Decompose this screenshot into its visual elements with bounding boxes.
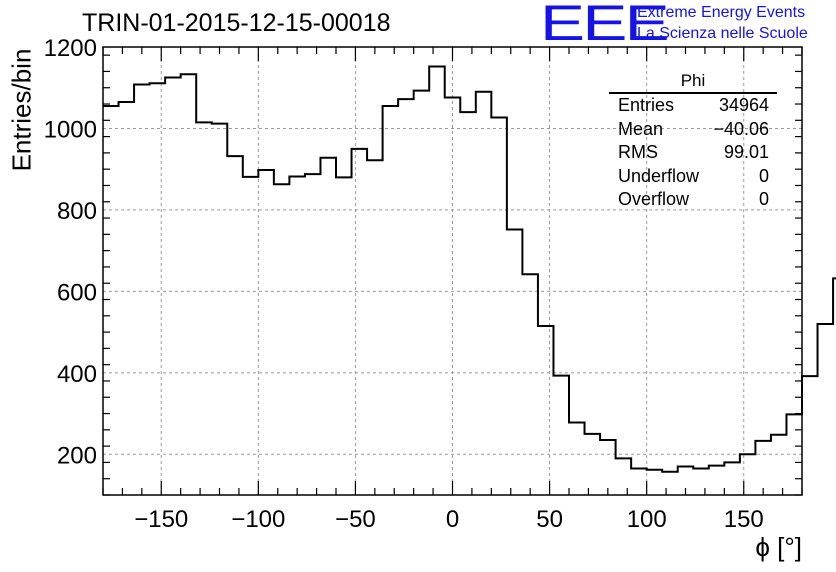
stats-label: RMS [618, 142, 658, 162]
stats-value: 0 [758, 165, 769, 186]
y-axis-label: Entries/bin [6, 48, 37, 172]
x-axis-label: ϕ [°] [755, 532, 802, 562]
axis-ticks [102, 47, 803, 496]
x-tick-label: 100 [627, 506, 667, 533]
stats-label: Underflow [618, 165, 700, 186]
logo-line-2: La Scienza nelle Scuole [637, 25, 808, 42]
y-tick-label: 600 [57, 279, 97, 306]
page-title: TRIN-01-2015-12-15-00018 [82, 9, 391, 37]
y-tick-label: 400 [57, 361, 97, 388]
x-tick-labels: −150 −100 −50 0 50 100 150 [134, 506, 764, 533]
x-tick-label: 0 [446, 506, 459, 533]
y-tick-labels: 200 400 600 800 1000 1200 [44, 35, 97, 469]
stats-label: Mean [618, 118, 664, 139]
x-tick-label: −150 [134, 506, 188, 533]
stats-title: Phi [609, 71, 777, 94]
stats-row-entries: Entries 34964 [609, 94, 777, 118]
y-tick-label: 1000 [44, 116, 97, 143]
stats-value: 34964 [718, 95, 769, 115]
y-tick-label: 800 [57, 198, 97, 225]
y-tick-label: 200 [57, 442, 97, 469]
stats-value: −40.06 [713, 118, 769, 139]
stats-row-rms: RMS 99.01 [609, 141, 777, 165]
stats-label: Entries [618, 95, 675, 115]
y-tick-label: 1200 [44, 35, 97, 62]
stats-row-overflow: Overflow 0 [609, 188, 777, 212]
stats-label: Overflow [618, 189, 690, 209]
stats-box: Phi Entries 34964 Mean −40.06 RMS 99.01 … [609, 71, 777, 212]
stats-value: 0 [758, 189, 769, 209]
eee-logo-mark: EEE [540, 0, 670, 51]
x-tick-label: −100 [231, 506, 285, 533]
histogram-step-line [103, 65, 836, 473]
stats-row-underflow: Underflow 0 [609, 165, 777, 189]
x-tick-label: −50 [335, 506, 376, 533]
x-tick-label: 150 [724, 506, 764, 533]
logo-line-1: Extreme Energy Events [637, 4, 806, 21]
stats-row-mean: Mean −40.06 [609, 118, 777, 142]
x-tick-label: 50 [536, 506, 563, 533]
stats-value: 99.01 [723, 142, 769, 162]
